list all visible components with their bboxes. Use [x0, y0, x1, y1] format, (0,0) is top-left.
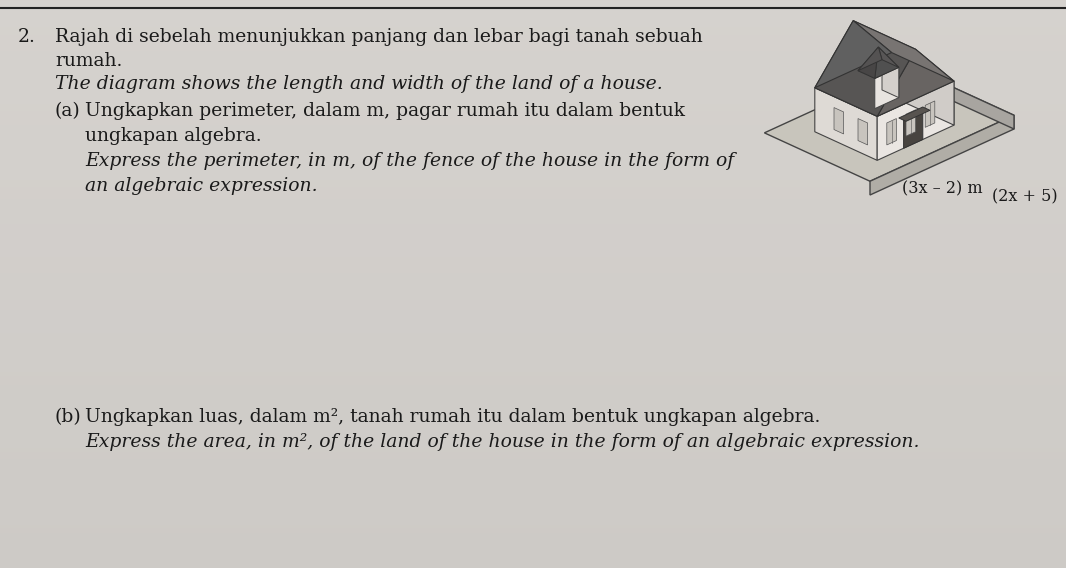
Polygon shape	[891, 53, 954, 125]
Text: (3x – 2) m: (3x – 2) m	[902, 180, 982, 197]
Polygon shape	[853, 20, 954, 81]
Text: (2x + 5): (2x + 5)	[992, 188, 1057, 205]
Polygon shape	[875, 68, 899, 108]
Polygon shape	[814, 20, 916, 116]
Text: an algebraic expression.: an algebraic expression.	[85, 177, 318, 195]
Text: 2.: 2.	[18, 28, 36, 46]
Polygon shape	[834, 107, 843, 134]
Polygon shape	[906, 110, 916, 136]
Polygon shape	[814, 87, 877, 160]
Polygon shape	[908, 67, 1014, 129]
Polygon shape	[875, 47, 899, 78]
Polygon shape	[764, 67, 1014, 181]
Polygon shape	[858, 60, 899, 78]
Polygon shape	[877, 49, 954, 116]
Polygon shape	[870, 115, 1014, 195]
Text: (b): (b)	[55, 408, 82, 426]
Text: Express the area, in m², of the land of the house in the form of an algebraic ex: Express the area, in m², of the land of …	[85, 433, 920, 451]
Polygon shape	[904, 109, 923, 148]
Polygon shape	[878, 47, 899, 68]
Polygon shape	[858, 119, 868, 145]
Text: (a): (a)	[55, 102, 81, 120]
Text: ungkapan algebra.: ungkapan algebra.	[85, 127, 261, 145]
Text: Rajah di sebelah menunjukkan panjang dan lebar bagi tanah sebuah: Rajah di sebelah menunjukkan panjang dan…	[55, 28, 702, 46]
Polygon shape	[814, 20, 891, 87]
Polygon shape	[887, 119, 897, 145]
Polygon shape	[814, 53, 954, 116]
Text: rumah.: rumah.	[55, 52, 123, 70]
Polygon shape	[858, 47, 882, 70]
Text: Express the perimeter, in m, of the fence of the house in the form of: Express the perimeter, in m, of the fenc…	[85, 152, 734, 170]
Text: The diagram shows the length and width of the land of a house.: The diagram shows the length and width o…	[55, 75, 663, 93]
Polygon shape	[877, 81, 954, 160]
Polygon shape	[899, 107, 930, 122]
Polygon shape	[858, 47, 878, 78]
Text: Ungkapkan perimeter, dalam m, pagar rumah itu dalam bentuk: Ungkapkan perimeter, dalam m, pagar ruma…	[85, 102, 685, 120]
Polygon shape	[925, 101, 935, 127]
Text: Ungkapkan luas, dalam m², tanah rumah itu dalam bentuk ungkapan algebra.: Ungkapkan luas, dalam m², tanah rumah it…	[85, 408, 821, 426]
Polygon shape	[882, 60, 899, 98]
